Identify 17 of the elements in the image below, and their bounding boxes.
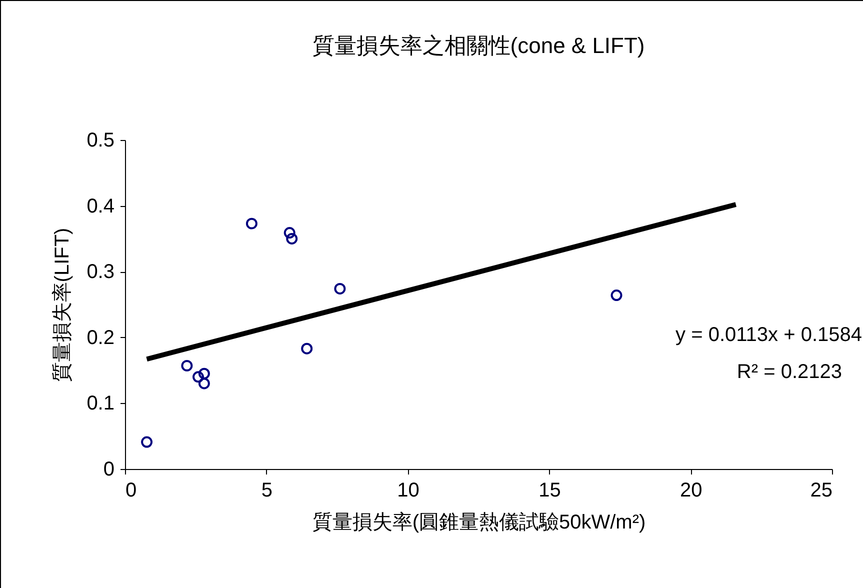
y-tick-label: 0 — [103, 458, 114, 480]
x-tick-label: 10 — [397, 480, 420, 502]
annotation: y = 0.0113x + 0.1584 — [676, 324, 862, 346]
annotation: R² = 0.2123 — [736, 361, 842, 383]
chart-title: 質量損失率之相關性(cone & LIFT) — [312, 33, 645, 58]
x-tick-label: 20 — [680, 480, 702, 502]
y-tick-label: 0.5 — [86, 130, 114, 152]
x-tick-label: 0 — [126, 480, 137, 502]
y-tick-label: 0.1 — [86, 392, 114, 415]
x-tick-label: 5 — [261, 480, 272, 502]
x-axis-title: 質量損失率(圓錐量熱儀試驗50kW/m²) — [312, 512, 646, 534]
y-axis-title: 質量損失率(LIFT) — [52, 228, 74, 382]
y-tick-label: 0.3 — [86, 261, 114, 284]
y-tick-label: 0.2 — [86, 326, 114, 349]
x-tick-label: 15 — [538, 480, 561, 502]
x-tick-label: 25 — [810, 480, 832, 502]
y-tick-label: 0.4 — [86, 195, 114, 218]
